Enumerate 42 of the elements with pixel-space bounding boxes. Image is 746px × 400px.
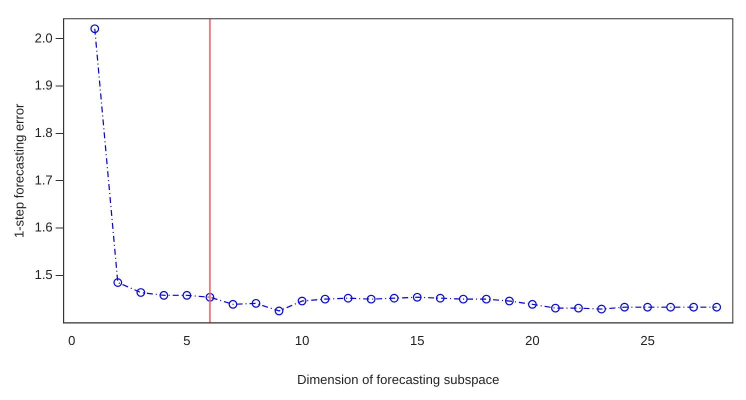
point [228, 300, 238, 309]
point [366, 294, 376, 304]
x-tick-label: 5 [183, 333, 191, 348]
point [482, 294, 491, 304]
y-tick-label: 1.6 [34, 220, 53, 235]
point [504, 296, 514, 306]
point [412, 292, 422, 302]
point [643, 302, 652, 312]
x-tick-label: 10 [294, 333, 310, 348]
point [252, 298, 260, 308]
y-tick-label: 1.8 [34, 124, 53, 140]
point [620, 302, 629, 312]
y-tick-label: 1.9 [34, 78, 53, 93]
point [136, 288, 146, 297]
y-tick-label: 2.0 [34, 30, 53, 46]
point [344, 294, 353, 303]
point [574, 304, 583, 313]
x-tick-label: 0 [68, 333, 76, 348]
point [597, 304, 606, 314]
point [689, 302, 698, 312]
point [274, 306, 284, 316]
x-tick-label: 20 [525, 333, 540, 348]
y-tick-label: 1.5 [34, 267, 53, 282]
point [666, 302, 676, 312]
point [182, 290, 192, 300]
point [712, 302, 722, 312]
x-tick-label: 15 [410, 333, 424, 348]
point [206, 292, 214, 302]
point [298, 296, 306, 306]
y-axis-title: 1-step forecasting error [11, 102, 26, 238]
point [528, 300, 537, 309]
point [159, 290, 168, 300]
point [436, 294, 445, 303]
point [458, 294, 468, 304]
point [90, 24, 100, 34]
point [113, 278, 122, 287]
x-tick-label: 25 [640, 333, 655, 348]
point [390, 294, 399, 303]
x-axis-title: Dimension of forecasting subspace [297, 372, 500, 387]
y-tick-label: 1.7 [34, 172, 53, 188]
point [320, 294, 330, 304]
point [551, 304, 560, 313]
